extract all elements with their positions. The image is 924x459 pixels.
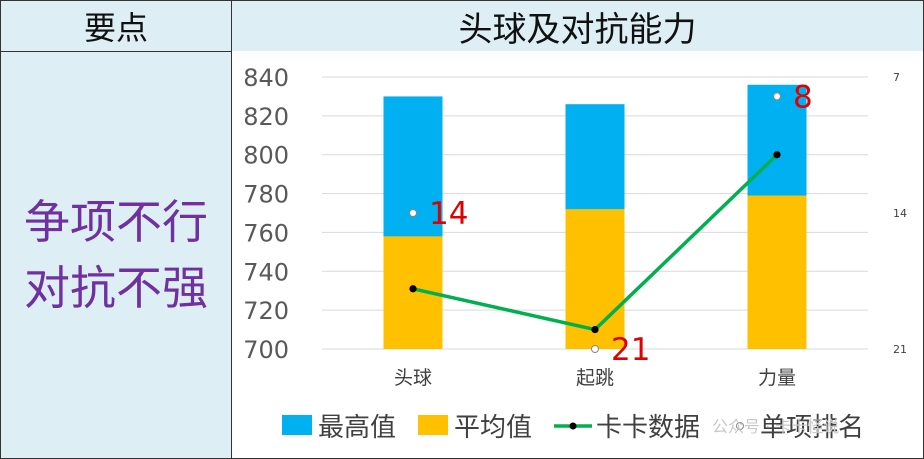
summary-line-2: 对抗不强 <box>24 261 208 315</box>
summary-panel: 争项不行 对抗不强 <box>0 51 232 459</box>
legend-label-avg: 平均值 <box>454 413 532 443</box>
rank-point-1 <box>591 345 599 353</box>
rank-label-1: 21 <box>611 332 650 368</box>
rank-point-2 <box>773 92 781 101</box>
x-tick-label-2: 力量 <box>758 367 796 389</box>
legend-swatch-line-dot <box>569 422 577 430</box>
y-tick-label-1: 720 <box>243 297 289 325</box>
legend-swatch-rank <box>736 422 744 430</box>
x-tick-label-0: 头球 <box>394 367 432 389</box>
y-tick-label-2: 740 <box>243 258 289 286</box>
legend-label-rank: 单项排名 <box>760 413 864 443</box>
summary-line-1: 争项不行 <box>24 195 208 249</box>
line-point-2 <box>773 151 781 159</box>
rank-label-0: 14 <box>429 196 468 232</box>
legend-label-line: 卡卡数据 <box>596 413 700 443</box>
legend-swatch-avg <box>418 415 448 435</box>
legend-label-max: 最高值 <box>318 413 396 443</box>
rank-label-2: 8 <box>793 79 813 115</box>
header-left-title: 要点 <box>83 9 148 47</box>
legend-swatch-max <box>282 415 312 435</box>
y-tick-label-5: 800 <box>243 142 289 170</box>
line-point-1 <box>591 325 599 334</box>
x-tick-label-1: 起跳 <box>576 367 614 389</box>
y2-tick-label-0: 7 <box>893 71 900 84</box>
chart-title: 头球及对抗能力 <box>458 9 697 50</box>
y2-tick-label-2: 21 <box>893 343 907 356</box>
y-tick-label-0: 700 <box>243 336 289 364</box>
y-tick-label-3: 760 <box>243 219 289 247</box>
header-left: 要点 <box>0 0 232 52</box>
bar-avg-2 <box>747 195 807 349</box>
y-tick-label-4: 780 <box>243 181 289 209</box>
y-tick-label-7: 840 <box>243 64 289 92</box>
line-point-0 <box>409 285 417 293</box>
y2-tick-label-1: 14 <box>893 207 907 220</box>
watermark: 公众号 · 卡卡怪说 <box>712 417 839 436</box>
rank-point-0 <box>409 209 417 217</box>
y-tick-label-6: 820 <box>243 103 289 131</box>
